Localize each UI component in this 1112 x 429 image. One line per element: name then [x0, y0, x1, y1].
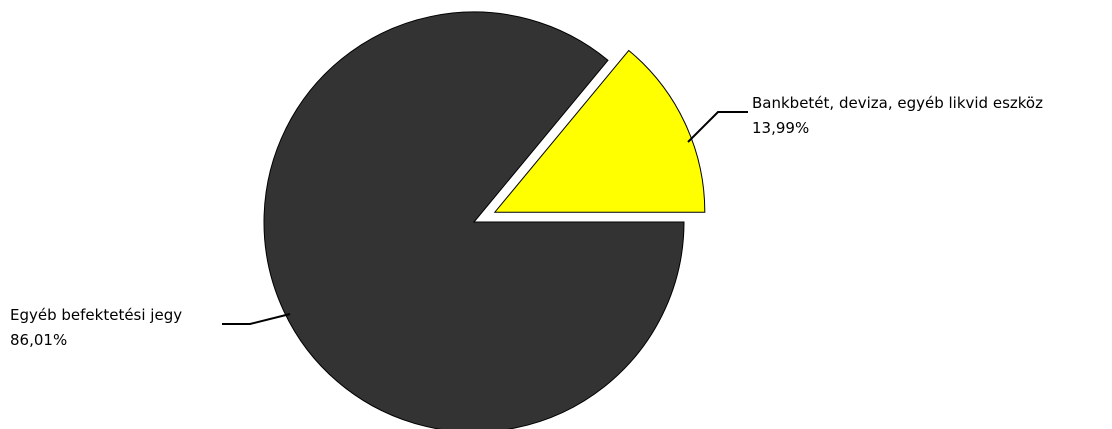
- slice-value-bankbetet: 13,99%: [752, 119, 809, 137]
- slice-label-egyeb-befektetesi-jegy: Egyéb befektetési jegy: [10, 306, 182, 324]
- leader-line-egyeb-befektetesi-jegy: [222, 313, 291, 325]
- slice-label-bankbetet: Bankbetét, deviza, egyéb likvid eszköz: [752, 94, 1043, 112]
- pie-slice-egyeb-befektetesi-jegy: [263, 11, 685, 429]
- leader-line-bankbetet: [687, 111, 748, 143]
- slice-value-egyeb-befektetesi-jegy: 86,01%: [10, 331, 67, 349]
- pie-slice-bankbetet: [493, 49, 706, 213]
